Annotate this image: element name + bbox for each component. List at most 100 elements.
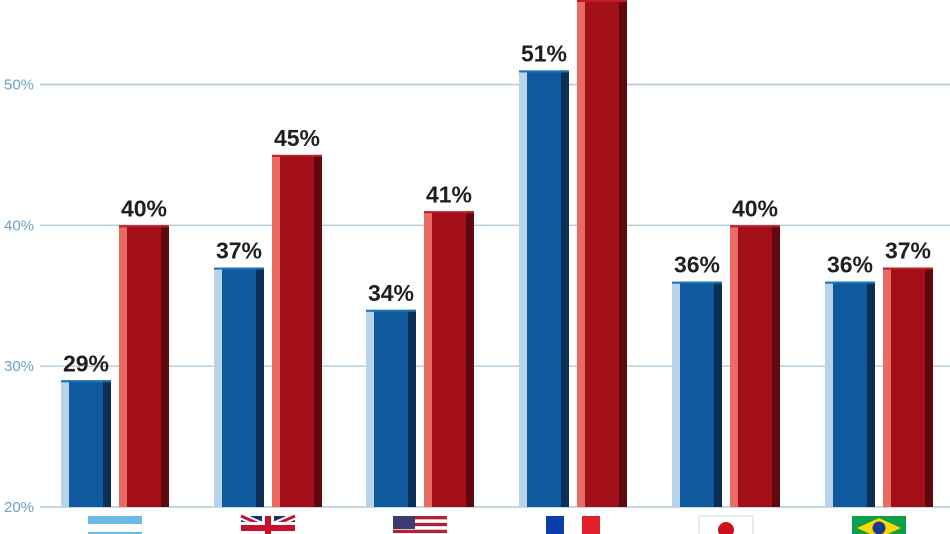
bar-top-edge (424, 211, 474, 214)
bar-highlight (519, 70, 527, 508)
bar-highlight (272, 154, 280, 507)
value-label-blue-brazil: 36% (827, 252, 873, 278)
bar-top-edge (730, 225, 780, 228)
bar-highlight (825, 281, 833, 507)
japan-flag-icon (698, 515, 754, 534)
y-tick-label-20%: 20% (4, 499, 34, 516)
bar-body (424, 211, 474, 507)
bar-shadow (561, 70, 569, 508)
bar-top-edge (883, 267, 933, 270)
y-tick-label-30%: 30% (4, 358, 34, 375)
flag-stripe-bottom (88, 532, 142, 534)
blue-bar-argentina (61, 380, 111, 507)
value-labels-layer: 29%37%34%51%36%36%40%45%41%56%40%37% (63, 40, 931, 376)
flag-stripe-top (88, 516, 142, 524)
red-bar-japan (730, 225, 780, 508)
blue-bar-france (519, 70, 569, 508)
bar-top-edge (119, 225, 169, 228)
value-label-red-japan: 40% (732, 195, 778, 221)
red-bar-united-states (424, 211, 474, 507)
red-bar-argentina (119, 225, 169, 508)
grid-layer (40, 83, 950, 508)
bar-body (366, 309, 416, 507)
bar-top-edge (577, 0, 627, 2)
bar-highlight (730, 225, 738, 508)
bar-shadow (466, 211, 474, 507)
flag-red-band (582, 516, 600, 534)
bar-body (272, 154, 322, 507)
bar-highlight (366, 309, 374, 507)
bar-top-edge (672, 281, 722, 284)
y-axis-tick-labels: 20% 30% 40% 50% (4, 77, 34, 517)
flag-stripe (393, 522, 447, 527)
us-flag-icon (393, 516, 447, 534)
bars-layer (61, 0, 933, 508)
bar-top-edge (272, 154, 322, 157)
flag-blue-band (546, 516, 564, 534)
uk-flag-icon (239, 512, 297, 534)
bar-highlight (61, 380, 69, 507)
bar-body (730, 225, 780, 508)
bar-shadow (714, 281, 722, 507)
bar-shadow (772, 225, 780, 508)
value-label-red-united-kingdom: 45% (274, 125, 320, 151)
blue-bar-united-kingdom (214, 267, 264, 507)
bar-highlight (119, 225, 127, 508)
bar-body (672, 281, 722, 507)
y-tick-label-50%: 50% (4, 77, 34, 94)
y-tick-label-40%: 40% (4, 217, 34, 234)
bar-shadow (103, 380, 111, 507)
bar-shadow (619, 0, 627, 507)
flag-canton (393, 516, 415, 529)
bar-highlight (883, 267, 891, 507)
red-bar-brazil (883, 267, 933, 507)
bar-top-edge (214, 267, 264, 270)
value-label-blue-united-kingdom: 37% (216, 238, 262, 264)
bar-body (119, 225, 169, 508)
bar-top-edge (366, 309, 416, 312)
argentina-flag-icon (88, 516, 142, 534)
flag-white-band (564, 516, 582, 534)
value-label-red-brazil: 37% (885, 238, 931, 264)
bar-top-edge (825, 281, 875, 284)
flag-stripe (393, 519, 447, 523)
bar-highlight (577, 0, 585, 507)
france-flag-icon (546, 516, 600, 534)
bar-body (825, 281, 875, 507)
bar-shadow (314, 154, 322, 507)
flag-sun-disc (718, 522, 734, 534)
red-bar-france (577, 0, 627, 507)
bar-highlight (214, 267, 222, 507)
value-label-red-argentina: 40% (121, 195, 167, 221)
bar-top-edge (519, 70, 569, 73)
bar-body (519, 70, 569, 508)
value-label-blue-united-states: 34% (368, 280, 414, 306)
value-label-red-united-states: 41% (426, 181, 472, 207)
flag-stripe (393, 529, 447, 534)
bar-body (883, 267, 933, 507)
bar-shadow (408, 309, 416, 507)
bar-top-edge (61, 380, 111, 383)
bar-shadow (256, 267, 264, 507)
flag-stripe-middle (88, 524, 142, 532)
value-label-blue-argentina: 29% (63, 350, 109, 376)
brazil-flag-icon (852, 516, 906, 534)
bar-shadow (867, 281, 875, 507)
flag-stripe (393, 526, 447, 530)
flags-layer (88, 512, 906, 534)
blue-bar-united-states (366, 309, 416, 507)
flag-stripe (393, 516, 447, 520)
value-label-blue-france: 51% (521, 40, 567, 66)
bar-highlight (672, 281, 680, 507)
bar-body (577, 0, 627, 507)
bar-highlight (424, 211, 432, 507)
blue-bar-japan (672, 281, 722, 507)
flag-globe (872, 521, 886, 534)
red-bar-united-kingdom (272, 154, 322, 507)
value-label-blue-japan: 36% (674, 252, 720, 278)
blue-bar-brazil (825, 281, 875, 507)
bar-body (61, 380, 111, 507)
bar-shadow (925, 267, 933, 507)
